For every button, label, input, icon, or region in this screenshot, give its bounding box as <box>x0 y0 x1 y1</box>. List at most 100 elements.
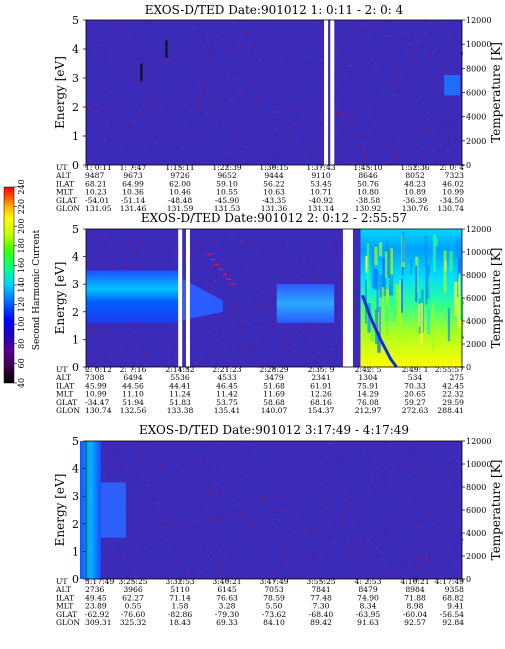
noise-speck <box>423 157 427 160</box>
noise-speck <box>391 105 393 108</box>
noise-speck <box>164 101 168 104</box>
upper-trace <box>226 278 232 280</box>
noise-speck <box>316 101 318 103</box>
noise-speck <box>284 450 287 452</box>
noise-speck <box>396 154 399 157</box>
noise-speck <box>252 502 254 504</box>
noise-speck <box>187 543 188 546</box>
auroral-streak <box>384 251 389 278</box>
noise-speck <box>238 344 242 347</box>
y2-tick-label: 2000 <box>466 340 486 349</box>
noise-speck <box>421 506 424 508</box>
noise-speck <box>149 484 152 487</box>
auroral-streak <box>389 274 394 296</box>
noise-speck <box>420 92 422 95</box>
noise-speck <box>190 71 193 73</box>
noise-speck <box>217 338 221 340</box>
noise-speck <box>394 571 397 574</box>
noise-speck <box>240 471 243 474</box>
noise-speck <box>210 42 213 45</box>
noise-speck <box>135 360 139 364</box>
ephemeris-cell: -36.39 <box>403 196 427 205</box>
noise-speck <box>231 91 233 93</box>
noise-speck <box>420 125 423 127</box>
noise-speck <box>290 245 292 248</box>
noise-speck <box>396 88 398 91</box>
noise-speck <box>445 509 447 512</box>
noise-speck <box>416 40 419 43</box>
noise-speck <box>241 555 243 558</box>
noise-speck <box>304 530 306 533</box>
noise-speck <box>138 246 141 248</box>
noise-speck <box>390 20 393 22</box>
noise-speck <box>426 557 430 560</box>
noise-speck <box>258 331 262 333</box>
noise-speck <box>313 356 316 359</box>
noise-speck <box>449 507 451 510</box>
noise-speck <box>196 480 200 482</box>
noise-speck <box>322 87 326 90</box>
noise-speck <box>360 162 362 165</box>
auroral-streak <box>455 238 459 261</box>
noise-speck <box>152 86 155 89</box>
noise-speck <box>458 577 460 580</box>
colorbar-tick-label: 200 <box>17 219 26 234</box>
noise-speck <box>368 493 371 496</box>
noise-speck <box>259 99 263 102</box>
noise-speck <box>167 59 170 62</box>
noise-speck <box>234 512 238 515</box>
noise-speck <box>246 243 250 247</box>
noise-speck <box>232 21 235 24</box>
colorbar-tick-label: 80 <box>17 339 26 349</box>
noise-speck <box>264 32 267 34</box>
noise-speck <box>275 340 278 342</box>
noise-speck <box>340 111 343 115</box>
noise-speck <box>258 145 261 147</box>
ephemeris-cell: 130.76 <box>402 204 429 213</box>
noise-speck <box>168 547 172 550</box>
noise-speck <box>449 459 452 461</box>
noise-speck <box>422 37 424 40</box>
noise-speck <box>105 20 109 22</box>
spectrogram-background <box>86 441 462 579</box>
noise-speck <box>179 532 181 535</box>
noise-speck <box>404 149 406 152</box>
noise-speck <box>358 354 361 357</box>
noise-speck <box>146 50 149 53</box>
noise-speck <box>195 47 197 49</box>
noise-speck <box>361 557 363 559</box>
noise-speck <box>269 306 271 308</box>
noise-speck <box>430 126 434 128</box>
noise-speck <box>355 542 358 545</box>
noise-speck <box>433 132 436 135</box>
noise-speck <box>190 363 193 365</box>
noise-speck <box>300 269 303 271</box>
noise-speck <box>174 558 178 561</box>
noise-speck <box>205 88 208 91</box>
ephemeris-cell: 78.59 <box>263 593 285 602</box>
noise-speck <box>175 525 178 527</box>
y2-tick-label: 10000 <box>466 460 491 469</box>
noise-speck <box>197 82 201 84</box>
noise-speck <box>174 55 177 58</box>
noise-speck <box>220 442 222 445</box>
noise-speck <box>367 129 371 131</box>
noise-speck <box>228 566 230 569</box>
noise-speck <box>450 482 453 485</box>
ephemeris-cell: 71.88 <box>404 593 426 602</box>
noise-speck <box>209 286 212 288</box>
noise-speck <box>332 244 336 247</box>
noise-speck <box>189 519 191 522</box>
ephemeris-cell: -76.60 <box>121 610 145 619</box>
ephemeris-cell: 76.08 <box>357 398 379 407</box>
noise-speck <box>281 237 283 240</box>
noise-speck <box>319 488 321 491</box>
noise-speck <box>277 542 281 545</box>
noise-speck <box>369 58 372 61</box>
noise-speck <box>154 550 156 553</box>
noise-speck <box>215 78 218 80</box>
noise-speck <box>308 457 310 459</box>
noise-speck <box>347 537 349 540</box>
noise-speck <box>395 459 399 461</box>
